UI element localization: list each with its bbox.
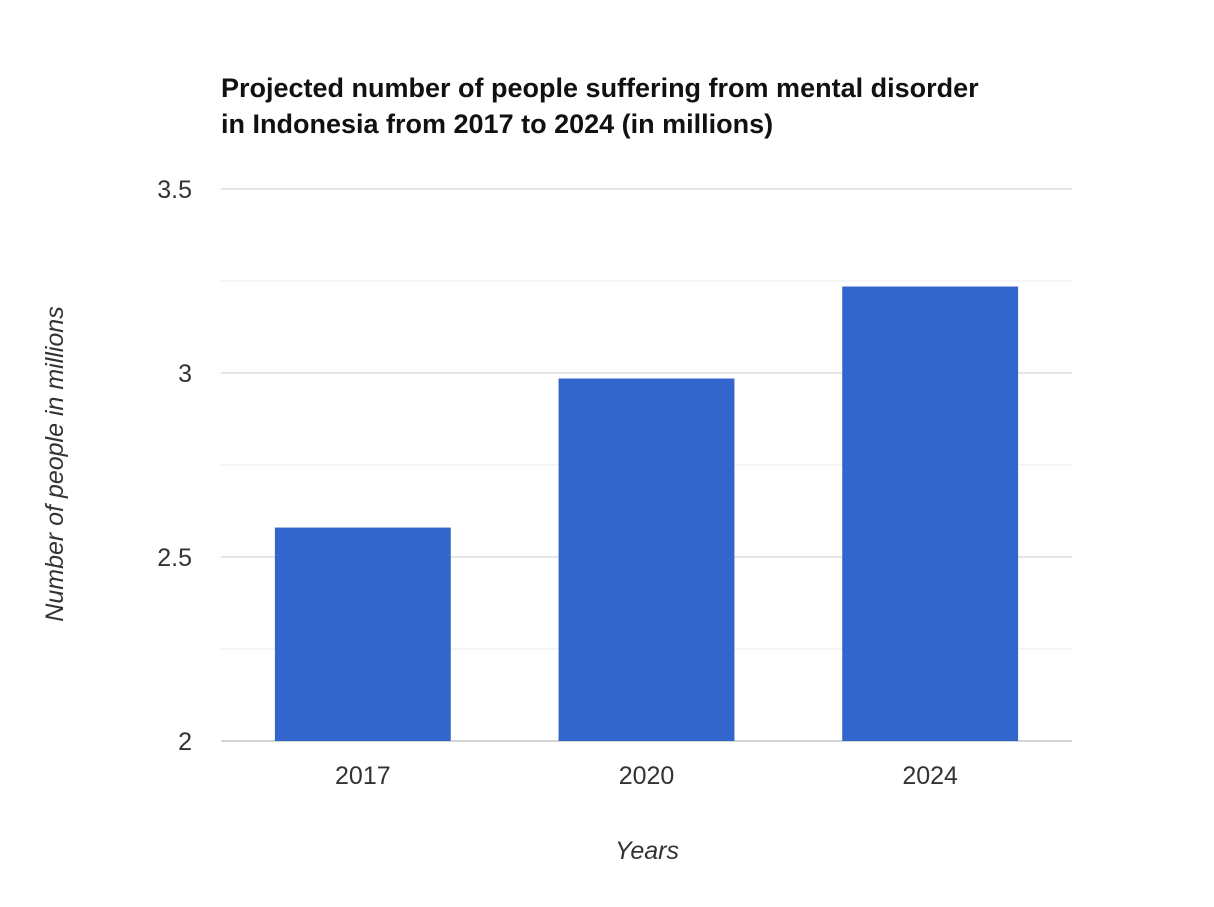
y-tick-label: 3: [178, 360, 192, 388]
y-tick-label: 2: [178, 728, 192, 756]
y-tick-labels: 2 2.5 3 3.5: [157, 176, 192, 756]
bar-2020: [558, 378, 735, 741]
y-tick-label: 3.5: [157, 176, 192, 204]
chart-title: Projected number of people suffering fro…: [221, 70, 1121, 142]
bar-2024: [842, 286, 1019, 741]
x-tick-label: 2020: [619, 762, 675, 790]
x-tick-label: 2024: [902, 762, 958, 790]
chart-title-line-2: in Indonesia from 2017 to 2024 (in milli…: [221, 109, 774, 139]
x-tick-labels: 2017 2020 2024: [335, 762, 958, 790]
bar-2017: [274, 527, 451, 741]
y-axis-title: Number of people in millions: [41, 306, 69, 621]
x-axis-title: Years: [615, 837, 679, 865]
chart-title-line-1: Projected number of people suffering fro…: [221, 73, 979, 103]
x-tick-label: 2017: [335, 762, 391, 790]
bars: [274, 286, 1019, 741]
y-tick-label: 2.5: [157, 544, 192, 572]
